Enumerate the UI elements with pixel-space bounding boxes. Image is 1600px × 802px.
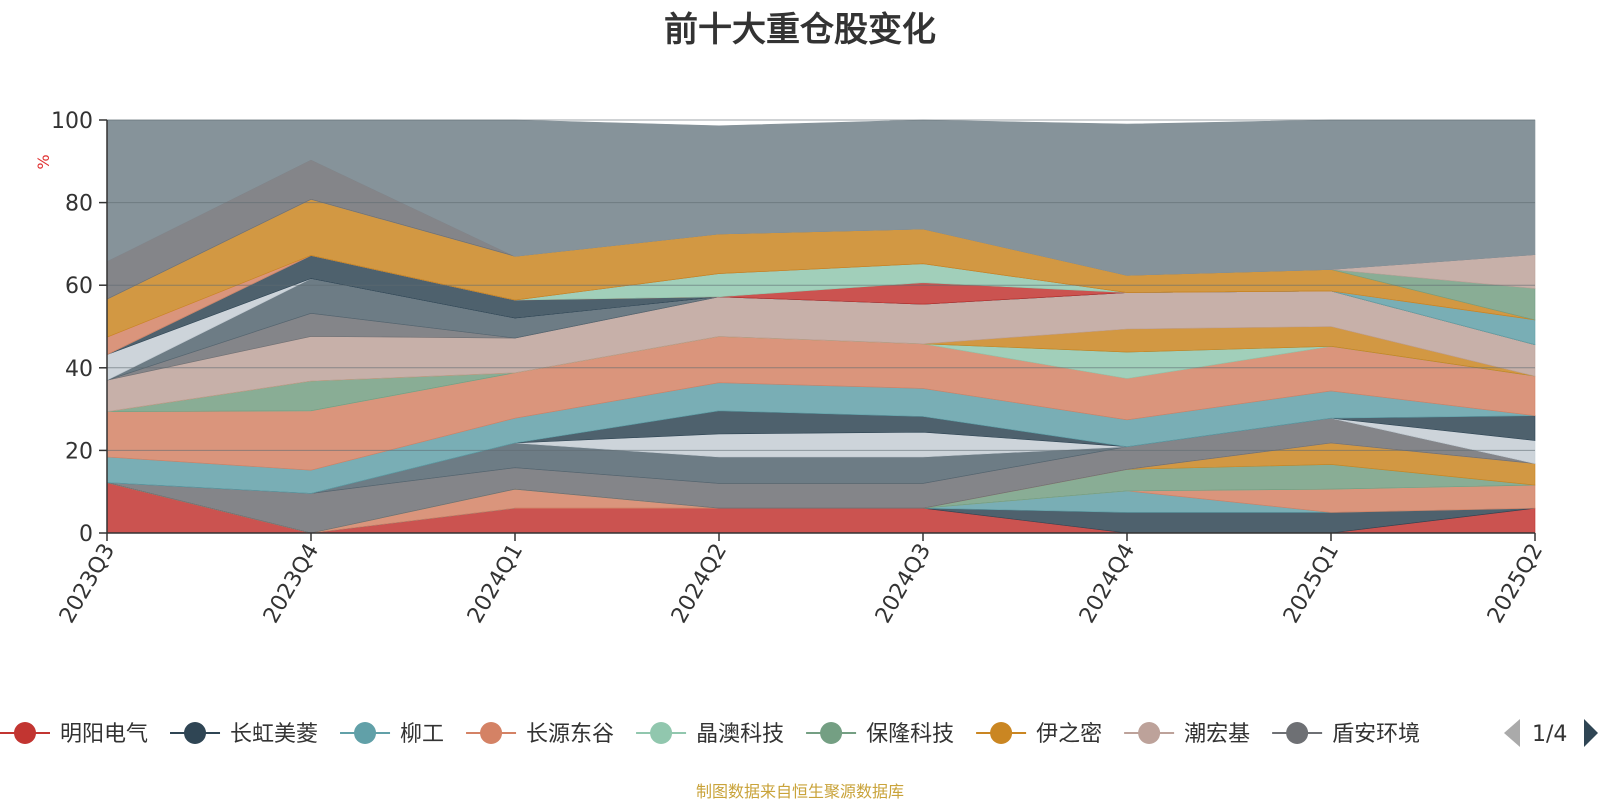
y-tick-label-20: 20 — [65, 439, 93, 464]
legend-marker — [184, 722, 207, 744]
legend-next-page-icon[interactable] — [1584, 719, 1598, 747]
y-axis-label: % — [34, 154, 53, 169]
x-tick-label-2024Q3: 2024Q3 — [871, 540, 936, 628]
x-tick-label-2025Q1: 2025Q1 — [1279, 540, 1344, 628]
legend-item-1[interactable]: 长虹美菱 — [170, 722, 318, 747]
legend-item-2[interactable]: 柳工 — [340, 722, 444, 747]
legend-label: 晶澳科技 — [696, 722, 784, 747]
x-tick-label-2025Q2: 2025Q2 — [1483, 540, 1548, 628]
legend-marker — [480, 722, 503, 744]
x-tick-label-2023Q4: 2023Q4 — [259, 540, 324, 628]
legend[interactable]: 明阳电气 长虹美菱 柳工 长源东谷 晶澳科技 保隆科技 伊之密 潮宏基 盾安环境 1/4 — [0, 719, 1598, 747]
legend-label: 长源东谷 — [526, 722, 614, 747]
y-tick-label-40: 40 — [65, 357, 93, 382]
legend-item-4[interactable]: 晶澳科技 — [636, 722, 784, 747]
legend-prev-page-icon[interactable] — [1504, 719, 1520, 747]
legend-page-indicator: 1/4 — [1532, 722, 1567, 747]
legend-marker — [1286, 722, 1309, 744]
legend-item-3[interactable]: 长源东谷 — [466, 722, 614, 747]
source-note: 制图数据来自恒生聚源数据库 — [695, 782, 904, 801]
legend-item-6[interactable]: 伊之密 — [976, 722, 1102, 747]
legend-marker — [1138, 722, 1161, 744]
x-tick-label-2024Q2: 2024Q2 — [667, 540, 732, 628]
area-series-30[interactable] — [106, 119, 1536, 276]
x-tick-label-2024Q4: 2024Q4 — [1075, 540, 1140, 628]
x-tick-label-2023Q3: 2023Q3 — [55, 540, 120, 628]
legend-label: 柳工 — [400, 722, 444, 747]
legend-label: 盾安环境 — [1332, 722, 1420, 747]
legend-marker — [990, 722, 1013, 744]
legend-marker — [820, 722, 843, 744]
legend-label: 长虹美菱 — [230, 722, 318, 747]
legend-item-8[interactable]: 盾安环境 — [1272, 722, 1420, 747]
legend-label: 明阳电气 — [60, 722, 148, 747]
legend-marker — [650, 722, 673, 744]
area-layers — [106, 119, 1536, 534]
y-tick-label-0: 0 — [79, 522, 93, 547]
y-tick-label-100: 100 — [51, 109, 93, 134]
grid-lines — [107, 119, 1535, 451]
y-tick-label-80: 80 — [65, 192, 93, 217]
x-tick-label-2024Q1: 2024Q1 — [463, 540, 528, 628]
legend-label: 保隆科技 — [866, 722, 954, 747]
legend-marker — [354, 722, 377, 744]
chart-title: 前十大重仓股变化 — [664, 10, 936, 50]
legend-label: 潮宏基 — [1184, 722, 1250, 747]
y-tick-label-60: 60 — [65, 274, 93, 299]
legend-item-0[interactable]: 明阳电气 — [0, 722, 148, 747]
legend-item-5[interactable]: 保隆科技 — [806, 722, 954, 747]
legend-label: 伊之密 — [1036, 722, 1102, 747]
legend-marker — [14, 722, 36, 744]
legend-item-7[interactable]: 潮宏基 — [1124, 722, 1250, 747]
